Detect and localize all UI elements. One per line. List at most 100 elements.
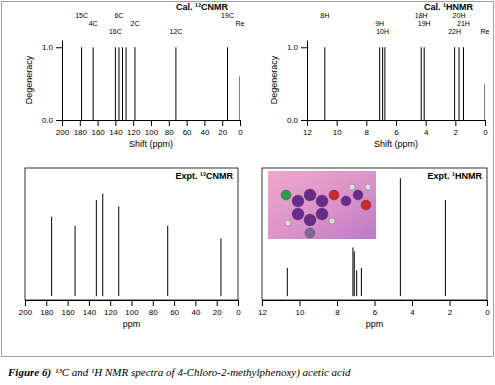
panel-title: Cal. ¹³CNMR <box>176 2 228 12</box>
y-tick-mark <box>56 47 62 48</box>
y-tick: 0.0 <box>42 116 62 125</box>
x-tick: 0 <box>485 300 490 317</box>
x-tick-mark <box>174 300 175 306</box>
x-axis-title: Shift (ppm) <box>374 139 418 149</box>
x-tick: 0 <box>238 120 243 137</box>
x-tick-label: 160 <box>91 128 105 137</box>
x-tick-mark <box>487 300 488 306</box>
panel: 2001801601401201008060402000.01.015C4C16… <box>24 2 245 149</box>
peak-label: 18H <box>415 12 428 19</box>
peak <box>421 47 422 120</box>
x-tick-label: 4 <box>424 128 429 137</box>
y-tick: 1.0 <box>287 43 307 52</box>
caption-text: ¹³C and ¹H NMR spectra of 4-Chloro-2-met… <box>55 366 351 379</box>
x-tick: 0 <box>483 120 488 137</box>
peak <box>379 47 380 120</box>
peak <box>445 200 446 296</box>
y-axis: 0.01.0 <box>42 41 63 126</box>
x-tick-label: 160 <box>61 308 75 317</box>
x-tick-label: 80 <box>149 308 158 317</box>
peak <box>287 268 288 296</box>
x-tick-label: 200 <box>56 128 70 137</box>
x-tick: 12 <box>303 120 312 137</box>
x-tick: 12 <box>258 300 267 317</box>
x-tick-mark <box>396 120 397 126</box>
panel-title: Cal. ¹HNMR <box>424 2 473 12</box>
peak <box>356 271 357 297</box>
x-tick-label: 120 <box>127 128 141 137</box>
x-tick-label: 0 <box>485 308 490 317</box>
x-tick: 4 <box>424 120 429 137</box>
x-tick: 4 <box>410 300 415 317</box>
inset-atom <box>305 228 315 238</box>
x-tick: 60 <box>183 120 192 137</box>
panel-title: Expt. ¹HNMR <box>428 171 483 181</box>
x-tick-mark <box>337 120 338 126</box>
x-tick: 120 <box>127 120 141 137</box>
plot-area <box>52 194 221 297</box>
x-tick-mark <box>238 300 239 306</box>
peak <box>175 47 176 120</box>
x-axis-title: Shift (ppm) <box>129 139 173 149</box>
x-tick-label: 80 <box>165 128 174 137</box>
peak-label: 8H <box>320 12 329 19</box>
peak <box>227 47 228 120</box>
caption-label: Figure 6) <box>7 366 51 379</box>
x-tick-label: 60 <box>170 308 179 317</box>
plot-area <box>287 178 445 296</box>
x-tick: 140 <box>109 120 123 137</box>
panel-title: Expt. ¹³CNMR <box>176 171 234 181</box>
inset-atom <box>316 208 328 220</box>
x-tick-label: 12 <box>258 308 267 317</box>
x-tick: 0 <box>236 300 241 317</box>
peak-label: 9H <box>375 20 384 27</box>
x-tick-label: 10 <box>296 308 305 317</box>
peak <box>352 247 353 296</box>
x-tick: 160 <box>61 300 75 317</box>
peak <box>167 226 168 296</box>
y-tick-label: 0.0 <box>287 116 299 125</box>
peak <box>102 194 103 297</box>
x-tick-mark <box>68 300 69 306</box>
x-tick-mark <box>455 120 456 126</box>
x-tick-label: 140 <box>109 128 123 137</box>
figure-svg: 2001801601401201008060402000.01.015C4C16… <box>0 0 495 385</box>
y-axis-title: Degeneracy <box>24 55 34 104</box>
peak-label: 12C <box>169 28 182 35</box>
x-tick-mark <box>300 300 301 306</box>
x-tick-label: 40 <box>200 128 209 137</box>
x-axis: 121086420 <box>303 120 488 137</box>
peak-label: 10H <box>376 28 389 35</box>
x-tick-label: 180 <box>74 128 88 137</box>
peak <box>81 47 82 120</box>
x-tick-label: 200 <box>19 308 33 317</box>
x-axis-title: ppm <box>123 319 141 329</box>
x-tick: 100 <box>125 300 139 317</box>
peak <box>424 47 425 120</box>
x-tick-mark <box>62 120 63 126</box>
inset-atom <box>361 200 371 210</box>
x-tick: 160 <box>91 120 105 137</box>
x-axis: 200180160140120100806040200 <box>19 300 241 317</box>
x-tick-label: 140 <box>83 308 97 317</box>
x-tick-label: 40 <box>191 308 200 317</box>
y-axis-line <box>307 41 308 121</box>
x-tick-label: 20 <box>213 308 222 317</box>
peak <box>324 47 325 120</box>
panel: 121086420Expt. ¹HNMRppm <box>258 168 490 329</box>
x-tick-label: 2 <box>454 128 459 137</box>
panel: 1210864200.01.08H9H10H18H19H22H20H21HReC… <box>269 2 490 149</box>
peak-label: 6C <box>114 12 123 19</box>
x-tick-mark <box>25 300 26 306</box>
peak-label: Re <box>236 20 245 27</box>
peak <box>51 217 52 296</box>
x-tick-mark <box>115 120 116 126</box>
x-tick-mark <box>337 300 338 306</box>
x-tick: 180 <box>74 120 88 137</box>
peak <box>361 268 362 296</box>
x-tick: 80 <box>165 120 174 137</box>
x-tick-mark <box>89 300 90 306</box>
y-tick: 0.0 <box>287 116 307 125</box>
peak <box>220 238 221 296</box>
x-tick: 6 <box>394 120 399 137</box>
